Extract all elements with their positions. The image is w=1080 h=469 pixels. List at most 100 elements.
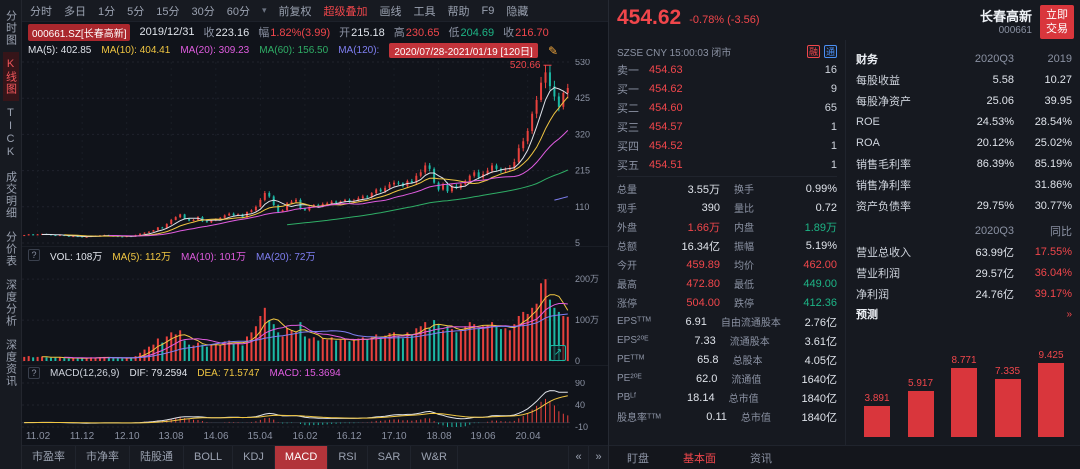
toolbar-period[interactable]: 60分 [226,5,250,18]
scroll-left-icon[interactable]: « [568,446,588,469]
scroll-right-icon[interactable]: » [588,446,608,469]
x-axis-label: 18.08 [426,431,452,442]
svg-text:320: 320 [575,129,590,139]
toolbar-period[interactable]: 多日 [64,5,86,18]
volume-chart[interactable]: 200万 100万 0 ↗ [22,263,608,365]
toolbar-menu[interactable]: 前复权 [278,5,312,18]
svg-text:530: 530 [575,59,590,67]
indicator-tab[interactable]: RSI [328,446,368,469]
toolbar-period[interactable]: 1分 [98,5,116,18]
sidebar-item-timeline[interactable]: 分时图 [4,10,17,46]
financial-column: 财务 2020Q3 2019 每股收益 5.58 10.27 每股净资产 25.06 39.95… [845,40,1080,445]
stat-row: 总额 16.34亿 振幅 5.19% [617,236,837,255]
toolbar-period[interactable]: 15分 [156,5,180,18]
stat-label: 总额 [617,242,637,253]
price-chart[interactable]: 530 425 320 215 110 5 520.66 [22,59,608,246]
x-axis-label: 12.10 [114,431,140,442]
trade-now-button[interactable]: 立即 交易 [1040,5,1074,39]
range-badge[interactable]: 2020/07/28-2021/01/19 [120日] [389,43,538,58]
fin-cell-value: 24.76亿 [975,288,1014,301]
sidebar-item-depth-news[interactable]: 深度资讯 [4,339,17,387]
fin-cell-value: 25.06 [986,94,1014,107]
indicator-tab[interactable]: KDJ [233,446,275,469]
stat-row: EPS²⁰ᴱ 7.33 流通股本 3.61亿 [617,331,837,350]
fin-row: ROA 20.12% 25.02% [856,132,1072,153]
x-axis-label: 19.06 [470,431,496,442]
order-book-column: SZSE CNY 15:00:03 闭市 融通 卖一 454.63 16 买一 454.… [609,40,845,445]
chevron-down-icon[interactable]: ▾ [262,5,267,15]
stat-value: 7.33 [694,334,716,347]
toolbar-menu[interactable]: 帮助 [447,5,470,18]
order-book-row[interactable]: 买二 454.60 65 [617,98,837,117]
stat-row: EPSᵀᵀᴹ 6.91 自由流通股本 2.76亿 [617,312,837,331]
order-book-row[interactable]: 买五 454.51 1 [617,155,837,174]
quote-tab[interactable]: 基本面 [683,452,716,465]
fin-cell-label: 营业利润 [856,267,900,280]
x-axis-label: 14.06 [203,431,229,442]
indicator-tab[interactable]: SAR [368,446,412,469]
fin-row: 销售毛利率 86.39% 85.19% [856,153,1072,174]
volume-bar-header: ? VOL: 108万 MA(5): 112万 MA(10): 101万 MA(20):… [22,246,608,263]
quote-tab[interactable]: 盯盘 [627,452,649,465]
toolbar-menu[interactable]: 隐藏 [506,5,529,18]
fin-cell-value: 85.19% [1034,157,1072,170]
fin-cell-value: 20.12% [976,136,1014,149]
indicator-tab[interactable]: MACD [274,446,329,469]
indicator-tab[interactable]: W&R [411,446,458,469]
stat-value: 0.11 [706,410,727,423]
sidebar-item-depth-analysis[interactable]: 深度分析 [4,279,17,327]
book-volume: 9 [830,82,837,95]
brush-icon[interactable]: ✎ [547,43,558,58]
forecast-bar: 8.771 [947,355,981,437]
sidebar-item-tick[interactable]: TICK [4,107,17,159]
symbol-chip[interactable]: 000661.SZ[长春高新] [28,23,131,41]
svg-text:110: 110 [575,202,589,212]
svg-text:200万: 200万 [575,274,599,284]
toolbar-menu[interactable]: F9 [481,4,495,17]
book-volume: 65 [824,101,837,114]
sidebar-item-kline[interactable]: K线图 [2,52,19,101]
ma-value: MA(120): [338,45,380,56]
indicator-tab[interactable]: BOLL [184,446,234,469]
toolbar-period[interactable]: 5分 [127,5,145,18]
toolbar-menu[interactable]: 画线 [379,5,402,18]
stat-row: 总量 3.55万 换手 0.99% [617,179,837,198]
toolbar-period[interactable]: 分时 [30,5,52,18]
order-book-row[interactable]: 买一 454.62 9 [617,79,837,98]
expand-icon[interactable]: ↗ [550,345,566,361]
macd-chart[interactable]: 90 40 -10 [22,380,608,430]
toolbar-period[interactable]: 30分 [191,5,215,18]
quote-tab[interactable]: 资讯 [750,452,772,465]
fin-table: 财务 2020Q3 2019 每股收益 5.58 10.27 每股净资产 25.06 39.95… [856,48,1072,216]
x-axis-label: 11.12 [69,431,95,442]
sidebar-item-price-table[interactable]: 分价表 [4,231,17,267]
order-book-row[interactable]: 买三 454.57 1 [617,117,837,136]
macd-value: DIF: 79.2594 [129,367,188,379]
stat-row: 涨停 504.00 跌停 412.36 [617,293,837,312]
stat-value: 0.99% [805,182,837,195]
fin-cell-value: 10.27 [1044,73,1072,86]
stat-value: 62.0 [695,372,718,385]
forecast-more-icon[interactable]: » [1066,308,1072,320]
book-label: 买二 [617,102,639,115]
help-icon[interactable]: ? [28,249,40,261]
stat-value: 1.89万 [804,221,837,234]
price-change: -0.78% (-3.56) [689,14,760,26]
stat-label: 量比 [734,204,754,215]
indicator-tab[interactable]: 市净率 [76,446,130,469]
toolbar-menu[interactable]: 工具 [413,5,436,18]
help-icon[interactable]: ? [28,367,40,379]
order-book-row[interactable]: 卖一 454.63 16 [617,60,837,79]
toolbar-menu[interactable]: 超级叠加 [323,5,368,18]
order-book-row[interactable]: 买四 454.52 1 [617,136,837,155]
fin-row: 营业利润 29.57亿 36.04% [856,262,1072,283]
forecast-bar-value: 9.425 [1038,350,1064,361]
stat-label: 最低 [734,280,754,291]
indicator-tab[interactable]: 市盈率 [22,446,76,469]
sidebar-item-trade-detail[interactable]: 成交明细 [4,171,17,219]
fin-row: 资产负债率 29.75% 30.77% [856,195,1072,216]
book-label: 买四 [617,140,639,153]
fin-row: 净利润 24.76亿 39.17% [856,283,1072,304]
indicator-tab[interactable]: 陆股通 [130,446,184,469]
forecast-bar-value: 5.917 [907,378,934,389]
